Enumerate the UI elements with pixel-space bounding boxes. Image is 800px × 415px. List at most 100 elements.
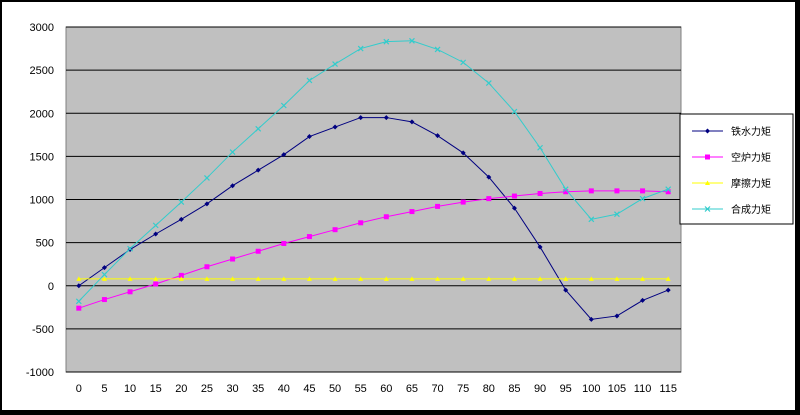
data-point (76, 305, 82, 311)
data-point (306, 276, 312, 281)
data-point (178, 199, 185, 206)
data-point (640, 297, 646, 303)
x-tick-label: 10 (124, 383, 136, 395)
data-point (614, 276, 620, 281)
chart-area: -1000 -500 0 500 1000 1500 2000 2500 3000 0 5 10 15… (2, 2, 795, 410)
data-point (588, 316, 594, 322)
legend-label: 合成力矩 (731, 203, 771, 216)
x-tick-label: 50 (329, 383, 341, 395)
y-tick-label: 2000 (30, 108, 54, 120)
x-tick-label: 55 (355, 383, 367, 395)
data-point (75, 298, 82, 305)
y-tick-label: 1500 (30, 151, 54, 163)
data-point (358, 276, 364, 281)
data-point (614, 211, 620, 218)
data-point (563, 276, 569, 281)
legend-label: 铁水力矩 (731, 125, 771, 138)
data-point (588, 188, 594, 194)
data-point (511, 108, 518, 115)
series-group (75, 37, 672, 322)
x-tick-label: 105 (608, 383, 626, 395)
data-point (665, 189, 671, 195)
data-point (460, 276, 466, 281)
data-point (537, 190, 543, 196)
data-point (332, 124, 338, 130)
y-tick-label: 3000 (30, 22, 54, 34)
data-point (383, 214, 389, 220)
data-point (485, 80, 492, 86)
data-point (640, 276, 646, 281)
data-point (435, 203, 441, 209)
x-tick-label: 80 (483, 383, 495, 395)
data-point (230, 276, 236, 281)
series-2 (76, 188, 671, 311)
data-point (665, 276, 671, 281)
data-point (704, 206, 711, 212)
data-point (705, 180, 710, 185)
data-point (178, 272, 184, 278)
y-tick-label: 500 (36, 238, 54, 250)
x-tick-label: 15 (150, 383, 162, 395)
data-point (281, 240, 287, 246)
data-point (204, 276, 210, 281)
data-point (101, 276, 107, 281)
data-point (705, 128, 710, 134)
data-point (204, 175, 210, 181)
data-point (409, 37, 415, 44)
data-point (332, 227, 338, 233)
data-point (486, 174, 492, 180)
data-point (230, 183, 236, 189)
data-point (281, 276, 287, 281)
legend-item: 摩擦力矩 (692, 177, 771, 190)
legend-box (679, 113, 794, 225)
data-point (460, 199, 466, 205)
data-point (178, 276, 184, 281)
legend-item: 合成力矩 (692, 203, 771, 216)
data-point (358, 220, 364, 226)
data-point (435, 133, 441, 139)
data-point (127, 245, 133, 252)
data-point (153, 276, 159, 281)
data-point (460, 59, 467, 66)
data-point (614, 313, 620, 319)
x-tick-label: 40 (278, 383, 290, 395)
data-point (486, 196, 492, 202)
data-point (640, 188, 646, 194)
y-tick-label: 0 (48, 281, 54, 293)
data-point (255, 125, 262, 132)
x-tick-label: 5 (101, 383, 107, 395)
data-point (204, 264, 210, 270)
x-tick-label: 30 (226, 383, 238, 395)
data-point (280, 102, 287, 109)
data-point (255, 276, 261, 281)
data-point (229, 149, 236, 155)
data-point (383, 115, 389, 121)
line-chart: -1000 -500 0 500 1000 1500 2000 2500 3000 0 5 10 15… (26, 22, 794, 395)
data-point (562, 186, 569, 193)
data-point (435, 276, 441, 281)
data-point (460, 150, 466, 156)
x-tick-label: 60 (380, 383, 392, 395)
gridlines (66, 26, 681, 373)
x-tick-label: 45 (303, 383, 315, 395)
x-tick-label: 65 (406, 383, 418, 395)
data-point (537, 244, 543, 250)
data-point (409, 209, 415, 215)
data-point (127, 276, 133, 281)
data-point (153, 231, 159, 237)
data-point (588, 276, 594, 281)
x-tick-label: 35 (252, 383, 264, 395)
series-line (78, 40, 669, 302)
data-point (255, 248, 261, 254)
data-point (614, 188, 620, 194)
data-point (409, 276, 415, 281)
data-point (204, 201, 210, 207)
data-point (127, 247, 133, 253)
data-point (665, 287, 671, 293)
x-tick-label: 90 (534, 383, 546, 395)
data-point (383, 38, 390, 45)
data-point (511, 205, 517, 211)
y-tick-label: -500 (32, 324, 54, 336)
